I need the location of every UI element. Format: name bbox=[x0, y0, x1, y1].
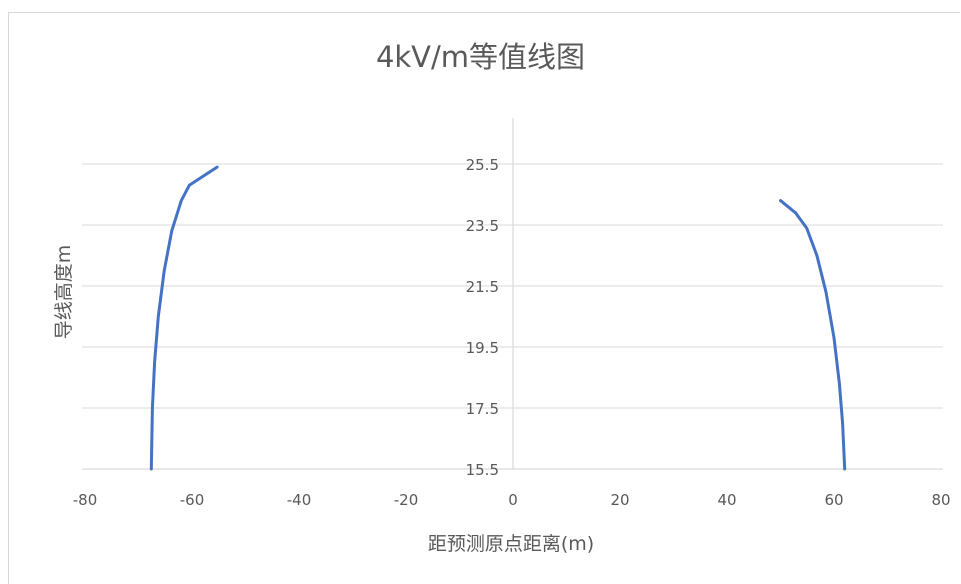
x-tick-label: -20 bbox=[394, 491, 419, 509]
x-tick-label: 80 bbox=[931, 491, 950, 509]
x-tick-label: 20 bbox=[610, 491, 629, 509]
y-axis-title: 导线高度m bbox=[53, 245, 75, 340]
x-axis-title: 距预测原点距离(m) bbox=[428, 533, 594, 555]
tick-labels: -80 -60 -40 -20 0 20 40 60 80 15.5 17.5 19.5 21.5 23.… bbox=[73, 156, 951, 509]
axes bbox=[82, 118, 943, 470]
x-tick-label: 60 bbox=[824, 491, 843, 509]
x-tick-label: -40 bbox=[287, 491, 312, 509]
y-tick-label: 23.5 bbox=[466, 217, 499, 235]
y-tick-label: 19.5 bbox=[466, 339, 499, 357]
y-tick-label: 21.5 bbox=[466, 278, 499, 296]
y-tick-label: 25.5 bbox=[466, 156, 499, 174]
series-line bbox=[779, 199, 847, 471]
y-tick-label: 17.5 bbox=[466, 400, 499, 418]
x-tick-label: 0 bbox=[508, 491, 518, 509]
series-lines bbox=[149, 165, 847, 471]
x-tick-label: 40 bbox=[717, 491, 736, 509]
x-tick-label: -60 bbox=[180, 491, 205, 509]
chart-title: 4kV/m等值线图 bbox=[375, 40, 586, 74]
chart-area bbox=[8, 12, 960, 584]
y-tick-label: 15.5 bbox=[466, 461, 499, 479]
series-line bbox=[149, 165, 219, 471]
x-tick-label: -80 bbox=[73, 491, 98, 509]
